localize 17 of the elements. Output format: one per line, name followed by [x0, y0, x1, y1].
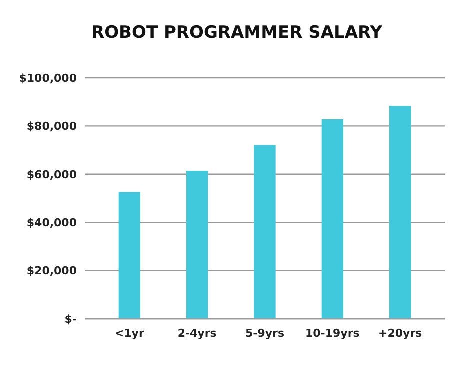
- bar: [186, 171, 208, 319]
- y-tick-label: $60,000: [26, 168, 78, 182]
- x-tick-label: 10-19yrs: [306, 327, 360, 340]
- y-tick-label: $80,000: [26, 120, 78, 134]
- x-tick-label: +20yrs: [378, 327, 423, 340]
- bar: [390, 106, 412, 319]
- x-tick-label: 2-4yrs: [178, 327, 218, 340]
- bar: [118, 192, 140, 319]
- y-tick-label: $40,000: [26, 216, 78, 230]
- x-tick-label: 5-9yrs: [245, 327, 285, 340]
- x-tick-label: <1yr: [114, 327, 145, 340]
- y-tick-label: $100,000: [19, 72, 78, 85]
- y-tick-label: $-: [64, 312, 77, 326]
- bar: [322, 119, 344, 319]
- bar: [254, 145, 276, 319]
- y-tick-label: $20,000: [26, 264, 78, 278]
- chart-title: ROBOT PROGRAMMER SALARY: [92, 23, 384, 43]
